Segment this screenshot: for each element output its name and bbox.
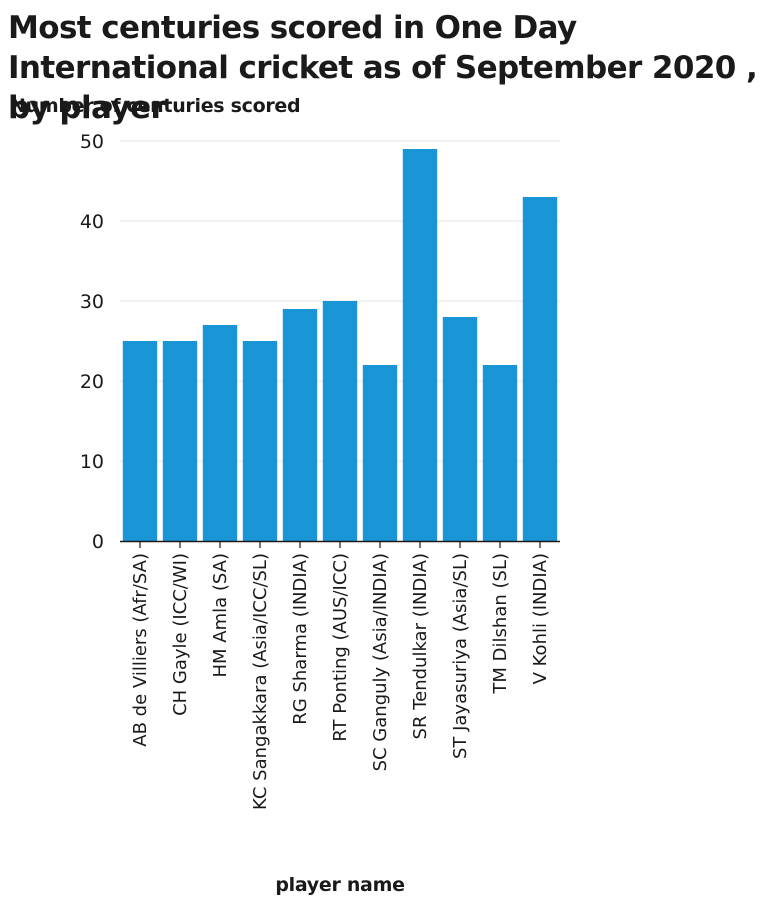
x-tick-label: RG Sharma (INDIA) [290,553,311,725]
y-tick-label: 10 [80,451,104,473]
y-tick-label: 0 [92,531,104,553]
bar [122,341,158,541]
bar [282,309,318,541]
x-axis-label: player name [275,874,405,896]
x-tick-label: SR Tendulkar (INDIA) [410,553,431,739]
bar [162,341,198,541]
x-tick-label: HM Amla (SA) [210,553,231,678]
x-tick-label: SC Ganguly (Asia/INDIA) [370,553,391,771]
x-tick-label: ST Jayasuriya (Asia/SL) [450,553,471,759]
y-axis-ticks: 0 10 20 30 40 50 [80,131,104,553]
x-axis [120,540,560,548]
x-tick-label: TM Dilshan (SL) [490,553,511,695]
bar [402,149,438,541]
bar [442,317,478,541]
bar [522,197,558,541]
chart-title: Most centuries scored in One Day Interna… [8,10,758,126]
y-axis-label: Number of centuries scored [10,95,301,117]
y-tick-label: 40 [80,211,104,233]
y-tick-label: 50 [80,131,104,153]
x-tick-label: CH Gayle (ICC/WI) [170,553,191,716]
bars [122,149,558,541]
bar [482,365,518,541]
bar [242,341,278,541]
x-tick-label: KC Sangakkara (Asia/ICC/SL) [250,553,271,810]
bar [362,365,398,541]
bar [322,301,358,541]
y-tick-label: 30 [80,291,104,313]
x-tick-label: AB de Villiers (Afr/SA) [130,553,151,747]
x-axis-ticks: AB de Villiers (Afr/SA) CH Gayle (ICC/WI)… [130,553,551,810]
y-tick-label: 20 [80,371,104,393]
x-tick-label: RT Ponting (AUS/ICC) [330,553,351,742]
x-tick-label: V Kohli (INDIA) [530,553,551,684]
bar [202,325,238,541]
